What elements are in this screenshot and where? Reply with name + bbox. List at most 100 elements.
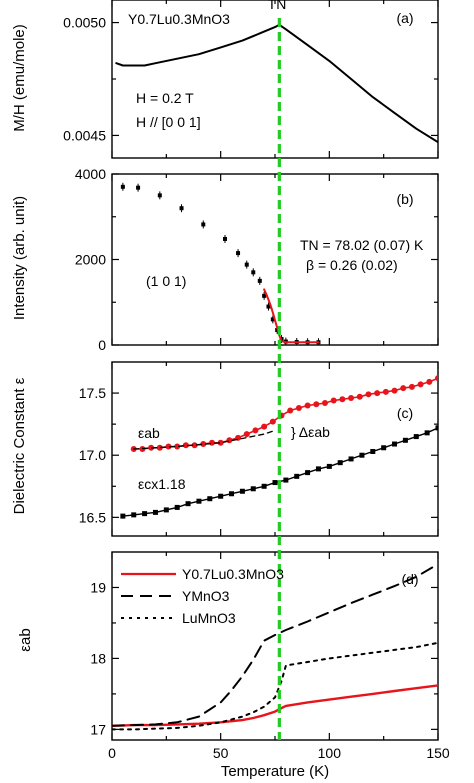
y-tick-label: 17 <box>90 721 106 737</box>
eps-ab-point <box>365 391 372 398</box>
eps-c-point <box>413 434 419 440</box>
intensity-fit-line <box>263 288 320 344</box>
intensity-point <box>262 293 267 298</box>
panel-d-label: (d) <box>401 571 418 587</box>
eps-c-point <box>229 491 235 497</box>
eps-ab-point <box>287 407 294 414</box>
panel-b-ylabel: Intensity (arb. unit) <box>11 196 28 320</box>
y-tick-label: 16.5 <box>79 509 106 525</box>
intensity-point <box>251 270 256 275</box>
panel-c-plot <box>120 375 438 519</box>
eps-ab-point <box>252 427 259 434</box>
eps-c-point <box>272 480 278 486</box>
eps-c-point <box>218 493 224 499</box>
legend-label-1: YMnO3 <box>182 588 230 604</box>
eps-ab-point <box>408 383 415 390</box>
eps-ab-point <box>382 388 389 395</box>
eps-c-point <box>294 473 300 479</box>
panel-c-ylabel: Dielectric Constant ε <box>11 377 28 514</box>
panel-a-label: (a) <box>396 10 413 26</box>
eps-c-point <box>207 496 213 502</box>
panel-a-ylabel: M/H (emu/mole) <box>11 24 28 132</box>
eps-ab-point <box>417 381 424 388</box>
y-tick-label: 19 <box>90 579 106 595</box>
beta-annotation: β = 0.26 (0.02) <box>306 257 398 273</box>
y-tick-label: 0.0050 <box>63 15 106 31</box>
eps-c-point <box>326 463 332 469</box>
eps-c-point <box>174 504 180 510</box>
eps-c-point <box>348 456 354 462</box>
intensity-point <box>136 185 141 190</box>
eps-c-point <box>305 470 311 476</box>
eps-ab-point <box>217 439 224 446</box>
eps-ab-point <box>243 431 250 438</box>
x-tick-label: 0 <box>108 745 116 761</box>
panel-d-plot <box>112 563 438 731</box>
eps-ab-point <box>208 439 215 446</box>
eps-c-point <box>370 448 376 454</box>
intensity-point <box>257 278 262 283</box>
eps-ab-point <box>400 385 407 392</box>
eps-c-point <box>402 437 408 443</box>
y-tick-label: 0 <box>98 337 106 353</box>
eps-ab-annotation: εab <box>138 425 160 441</box>
eps-ab-point <box>356 393 363 400</box>
eps-c-point <box>131 512 137 518</box>
x-tick-label: 150 <box>426 745 450 761</box>
y-tick-label: 4000 <box>75 166 106 182</box>
y-tick-label: 18 <box>90 650 106 666</box>
eps-ab-point <box>374 390 381 397</box>
eps-c-point <box>239 488 245 494</box>
eps-c-annotation: εcx1.18 <box>138 476 186 492</box>
eps-c-point <box>120 513 126 519</box>
legend: Y0.7Lu0.3MnO3 YMnO3 LuMnO3 <box>121 566 284 626</box>
panel-a: 0.0045 0.0050 <box>63 0 439 159</box>
panel-b: 0 2000 4000 <box>75 166 439 353</box>
panel-d-ylabel: εab <box>17 628 34 651</box>
compound-annotation: Y0.7Lu0.3MnO3 <box>128 11 230 27</box>
eps-ab-point <box>348 395 355 402</box>
eps-ab-point <box>156 444 163 451</box>
eps-ab-point <box>226 437 233 444</box>
eps-c-point <box>142 511 148 517</box>
eps-ab-point <box>426 378 433 385</box>
eps-ab-point <box>391 387 398 394</box>
eps-c-point <box>392 441 398 447</box>
eps-ab-lumno3-line <box>112 641 438 731</box>
panel-d: 17 18 19 0 50 100 150 <box>90 551 450 761</box>
x-tick-label: 100 <box>318 745 342 761</box>
intensity-point <box>201 222 206 227</box>
eps-c-point <box>250 486 256 492</box>
legend-label-0: Y0.7Lu0.3MnO3 <box>182 566 284 582</box>
mh-curve <box>115 23 438 144</box>
intensity-point <box>270 317 275 322</box>
eps-ab-point <box>339 396 346 403</box>
eps-c-point <box>359 452 365 458</box>
intensity-point <box>266 304 271 309</box>
reflection-annotation: (1 0 1) <box>146 273 186 289</box>
eps-c-point <box>196 498 202 504</box>
eps-ab-ymno3-line <box>112 563 438 727</box>
eps-ab-y07lu03-line <box>112 684 438 727</box>
x-tick-label: 50 <box>213 745 229 761</box>
legend-label-2: LuMnO3 <box>182 610 236 626</box>
eps-ab-point <box>304 402 311 409</box>
intensity-point <box>157 193 162 198</box>
x-axis-label: Temperature (K) <box>221 763 329 780</box>
intensity-point <box>244 262 249 267</box>
eps-ab-point <box>165 443 172 450</box>
eps-ab-point <box>435 375 438 382</box>
eps-ab-background <box>133 429 276 450</box>
eps-c-point <box>315 466 321 472</box>
tn-fit-annotation: TN = 78.02 (0.07) K <box>300 237 424 253</box>
y-tick-label: 0.0045 <box>63 127 106 143</box>
eps-c-point <box>185 501 191 507</box>
y-tick-label: 17.5 <box>79 385 106 401</box>
eps-c-point <box>381 445 387 451</box>
panel-b-plot <box>120 182 321 345</box>
panel-b-label: (b) <box>396 191 413 207</box>
eps-c-point <box>337 460 343 466</box>
intensity-point <box>120 184 125 189</box>
eps-ab-point <box>174 443 181 450</box>
